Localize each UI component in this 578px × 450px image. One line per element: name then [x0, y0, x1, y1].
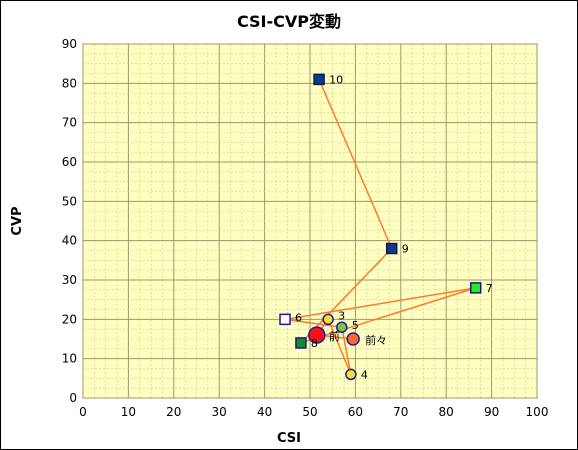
y-tick-label: 40: [62, 234, 77, 248]
y-tick-label: 80: [62, 76, 77, 90]
x-tick-label: 10: [121, 405, 136, 419]
x-tick-label: 70: [393, 405, 408, 419]
data-point: [385, 242, 398, 255]
data-point: [322, 313, 334, 326]
x-tick-label: 90: [484, 405, 499, 419]
data-point-label: 9: [402, 243, 409, 256]
y-tick-label: 30: [62, 273, 77, 287]
series-line-segment: [327, 319, 352, 375]
y-tick-label: 0: [69, 391, 77, 405]
data-point: [308, 326, 326, 344]
chart-title: CSI-CVP変動: [237, 12, 341, 31]
data-point-label: 4: [361, 368, 368, 381]
data-point-label: 7: [486, 282, 493, 295]
data-point-label: 5: [352, 319, 359, 332]
x-axis-ticks: 0 10 20 30 40 50 60 70 80 90 100: [79, 405, 548, 419]
data-point-label: 前々: [365, 333, 387, 347]
y-tick-label: 90: [62, 37, 77, 51]
data-point-label: 6: [295, 311, 302, 324]
data-point-label: 前: [329, 329, 340, 343]
y-tick-label: 10: [62, 352, 77, 366]
y-tick-label: 50: [62, 194, 77, 208]
data-point: [295, 337, 307, 349]
data-point: [336, 321, 348, 333]
y-tick-label: 70: [62, 116, 77, 130]
series-line-segment: [284, 287, 476, 321]
series-line-segment: [300, 287, 476, 344]
series-points: 前々 前 3 4 5 6 7 8 9 10: [279, 73, 493, 381]
y-tick-label: 20: [62, 312, 77, 326]
data-point: [346, 332, 360, 346]
y-axis-ticks: 0 10 20 30 40 50 60 70 80 90: [62, 37, 77, 405]
x-tick-label: 60: [348, 405, 363, 419]
data-point-label: 3: [338, 309, 345, 322]
x-tick-label: 0: [79, 405, 87, 419]
y-axis-title: CVP: [10, 206, 25, 235]
x-tick-label: 30: [212, 405, 227, 419]
x-tick-label: 20: [166, 405, 181, 419]
data-point: [313, 73, 325, 86]
data-point-label: 8: [311, 337, 318, 350]
series-line-segment: [284, 318, 342, 328]
grid-lines: [82, 43, 538, 399]
series-lines: [284, 79, 476, 375]
data-point-label: 10: [329, 73, 343, 86]
x-tick-label: 40: [257, 405, 272, 419]
y-tick-label: 60: [62, 155, 77, 169]
data-point: [345, 368, 357, 381]
series-line-segment: [318, 79, 393, 249]
data-point: [279, 313, 291, 326]
x-tick-label: 80: [439, 405, 454, 419]
x-axis-title: CSI: [277, 431, 301, 446]
x-tick-label: 50: [302, 405, 317, 419]
data-point: [469, 282, 482, 294]
x-tick-label: 100: [526, 405, 549, 419]
series-line-segment: [341, 327, 352, 375]
